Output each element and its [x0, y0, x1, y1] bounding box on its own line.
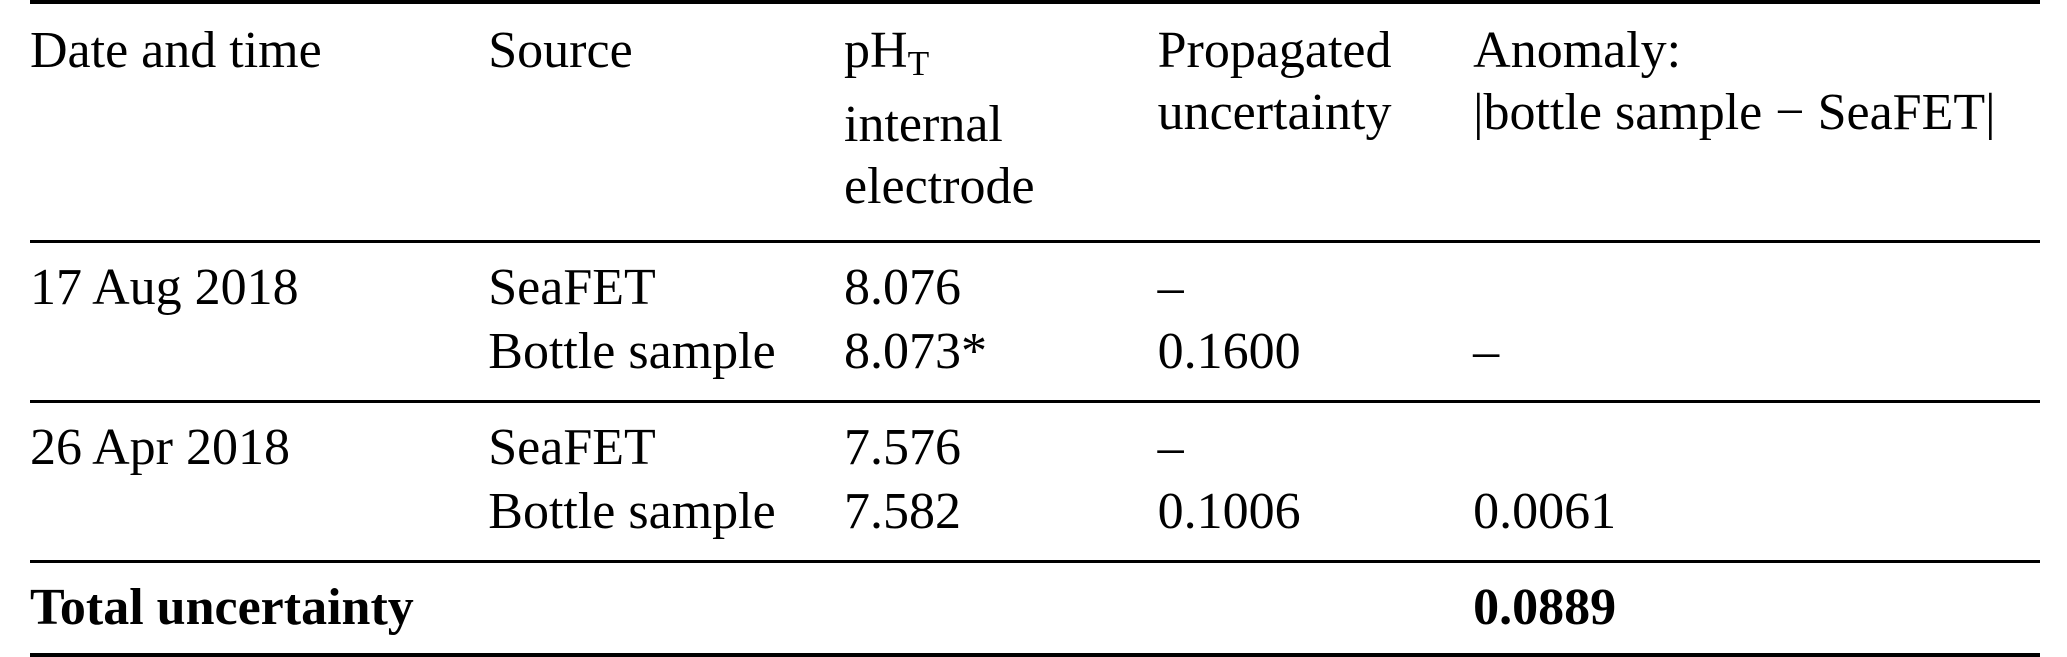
cell-source: SeaFET — [488, 258, 656, 316]
cell-anomaly — [1473, 401, 2040, 480]
ph-base-text: pH — [844, 22, 908, 79]
cell-date: 17 Aug 2018 — [30, 258, 299, 316]
total-uncertainty-row: Total uncertainty 0.0889 — [30, 561, 2040, 655]
uncertainty-results-table: Date and time Source pHT internal electr… — [30, 0, 2040, 657]
ph-symbol: pHT — [844, 22, 929, 83]
table-row: Bottle sample 8.073* 0.1600 – — [30, 319, 2040, 403]
cell-anomaly: 0.0061 — [1473, 479, 2040, 563]
cell-source: SeaFET — [488, 418, 656, 476]
col-header-ph-internal-electrode: pHT internal electrode — [844, 2, 1158, 243]
col-header-propagated-uncertainty: Propagated uncertainty — [1157, 2, 1474, 243]
cell-anomaly — [1473, 241, 2040, 320]
table-row: Bottle sample 7.582 0.1006 0.0061 — [30, 479, 2040, 563]
ph-header-line3: electrode — [844, 157, 1035, 215]
cell-propagated-uncertainty: 0.1600 — [1157, 319, 1474, 403]
total-uncertainty-value: 0.0889 — [1473, 578, 1617, 636]
ph-header-line2: internal — [844, 95, 1003, 153]
cell-source: Bottle sample — [488, 479, 845, 563]
cell-propagated-uncertainty: – — [1157, 418, 1184, 476]
ph-subscript-t: T — [907, 42, 930, 83]
cell-ph: 8.076 — [844, 258, 962, 316]
anomaly-header-line1: Anomaly: — [1473, 22, 1682, 79]
cell-date — [30, 319, 489, 403]
uncertainty-header-line2: uncertainty — [1157, 84, 1392, 141]
cell-anomaly: – — [1473, 319, 2040, 403]
col-header-anomaly: Anomaly: |bottle sample − SeaFET| — [1473, 2, 2040, 243]
cell-source: Bottle sample — [488, 319, 845, 403]
table-header-row: Date and time Source pHT internal electr… — [30, 2, 2040, 243]
table-row: 26 Apr 2018 SeaFET 7.576 – — [30, 401, 2040, 480]
uncertainty-header-line1: Propagated — [1157, 22, 1392, 79]
col-header-source-label: Source — [488, 22, 633, 79]
cell-propagated-uncertainty: 0.1006 — [1157, 479, 1474, 563]
cell-ph: 8.073* — [844, 319, 1158, 403]
cell-date — [30, 479, 489, 563]
table-row: 17 Aug 2018 SeaFET 8.076 – — [30, 241, 2040, 320]
col-header-source: Source — [488, 2, 845, 243]
col-header-date-label: Date and time — [30, 22, 322, 79]
total-uncertainty-label: Total uncertainty — [30, 578, 414, 636]
cell-date: 26 Apr 2018 — [30, 418, 290, 476]
anomaly-header-line2: |bottle sample − SeaFET| — [1473, 84, 1996, 141]
cell-propagated-uncertainty: – — [1157, 258, 1184, 316]
cell-ph: 7.576 — [844, 418, 962, 476]
cell-ph: 7.582 — [844, 479, 1158, 563]
col-header-date-and-time: Date and time — [30, 2, 489, 243]
